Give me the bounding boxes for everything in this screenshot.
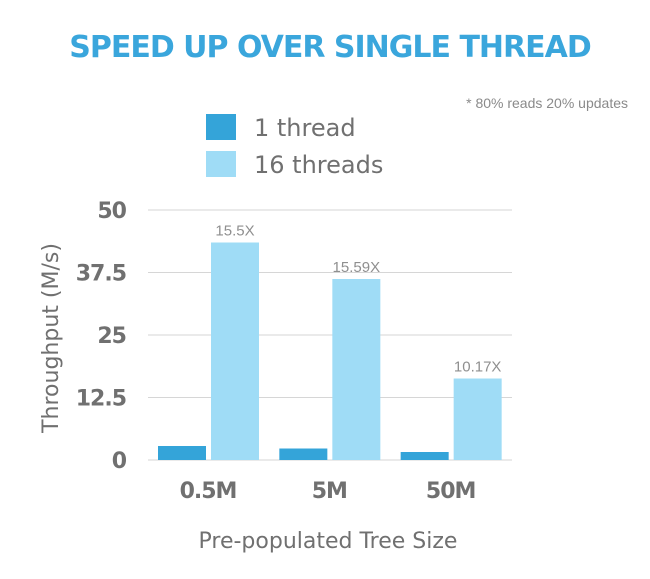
bar-1-thread: [400, 452, 449, 460]
x-tick-label: 5M: [312, 479, 347, 504]
bar-1-thread: [279, 448, 328, 460]
data-labels: 15.5X 15.59X 10.17X: [215, 223, 501, 376]
y-tick-label: 37.5: [76, 262, 126, 287]
chart-title: SPEED UP OVER SINGLE THREAD: [69, 30, 591, 65]
legend-label-1-thread: 1 thread: [254, 114, 356, 142]
y-tick-label: 25: [97, 324, 126, 349]
y-axis-ticks: 0 12.5 25 37.5 50: [76, 199, 128, 474]
y-axis-label: Throughput (M/s): [39, 243, 64, 434]
speedup-label: 15.59X: [333, 259, 381, 276]
x-axis-ticks: 0.5M 5M 50M: [180, 479, 477, 504]
speedup-label: 15.5X: [215, 223, 254, 240]
chart-note: * 80% reads 20% updates: [466, 95, 628, 111]
x-tick-label: 50M: [426, 479, 476, 504]
x-axis-label: Pre-populated Tree Size: [199, 529, 458, 554]
y-tick-label: 0: [112, 449, 127, 474]
bar-16-threads: [332, 279, 381, 460]
speedup-label: 10.17X: [454, 359, 502, 376]
x-tick-label: 0.5M: [180, 479, 237, 504]
legend-swatch-1-thread: [206, 114, 236, 140]
gridlines: [148, 209, 512, 461]
y-tick-label: 50: [97, 199, 126, 224]
bar-1-thread: [158, 446, 206, 460]
legend-label-16-threads: 16 threads: [254, 151, 383, 179]
bars: [158, 242, 502, 460]
y-tick-label: 12.5: [76, 387, 126, 412]
bar-16-threads: [453, 378, 502, 460]
legend-swatch-16-threads: [206, 151, 236, 177]
bar-16-threads: [211, 242, 259, 460]
